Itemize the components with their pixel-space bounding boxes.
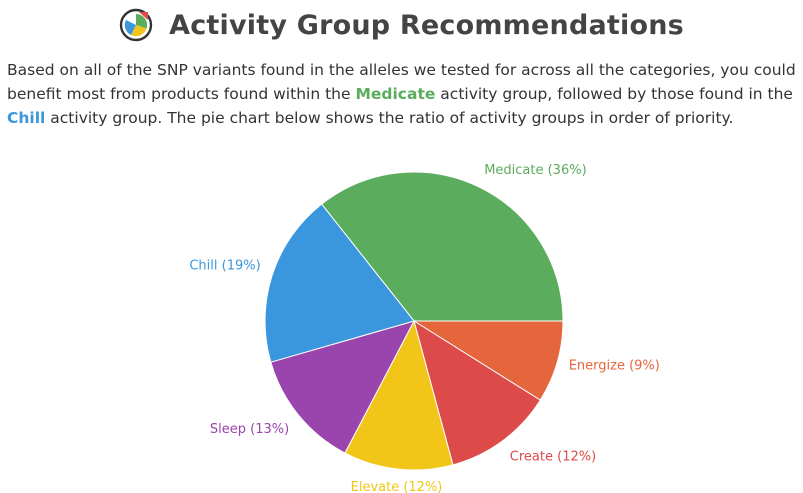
pie-slice-create xyxy=(413,319,541,466)
pie-label-energize: Energize (9%) xyxy=(569,359,660,374)
pie-slice-energize xyxy=(412,320,564,401)
pie-slice-sleep xyxy=(270,320,415,454)
pie-chart-badge-icon xyxy=(119,8,153,42)
primary-activity-group: Medicate xyxy=(355,85,436,103)
pie-slice-chill xyxy=(264,203,415,363)
intro-text-part-2: activity group, followed by those found … xyxy=(435,85,793,103)
intro-text-part-3: activity group. The pie chart below show… xyxy=(45,109,734,127)
pie-label-elevate: Elevate (12%) xyxy=(351,480,443,493)
pie-slice-medicate xyxy=(320,171,564,322)
pie-label-medicate: Medicate (36%) xyxy=(484,163,586,178)
page-title: Activity Group Recommendations xyxy=(169,9,684,41)
intro-text-part-1: Based on all of the SNP variants found i… xyxy=(7,61,796,103)
intro-paragraph: Based on all of the SNP variants found i… xyxy=(7,58,799,130)
header: Activity Group Recommendations xyxy=(0,4,803,46)
secondary-activity-group: Chill xyxy=(7,109,46,127)
pie-slice-elevate xyxy=(344,319,454,471)
pie-label-sleep: Sleep (13%) xyxy=(210,422,289,437)
activity-group-pie-chart: Medicate (36%) Energize (9%) Create (12%) E… xyxy=(189,163,660,493)
pie-label-create: Create (12%) xyxy=(510,449,596,464)
pie-label-chill: Chill (19%) xyxy=(189,259,260,274)
